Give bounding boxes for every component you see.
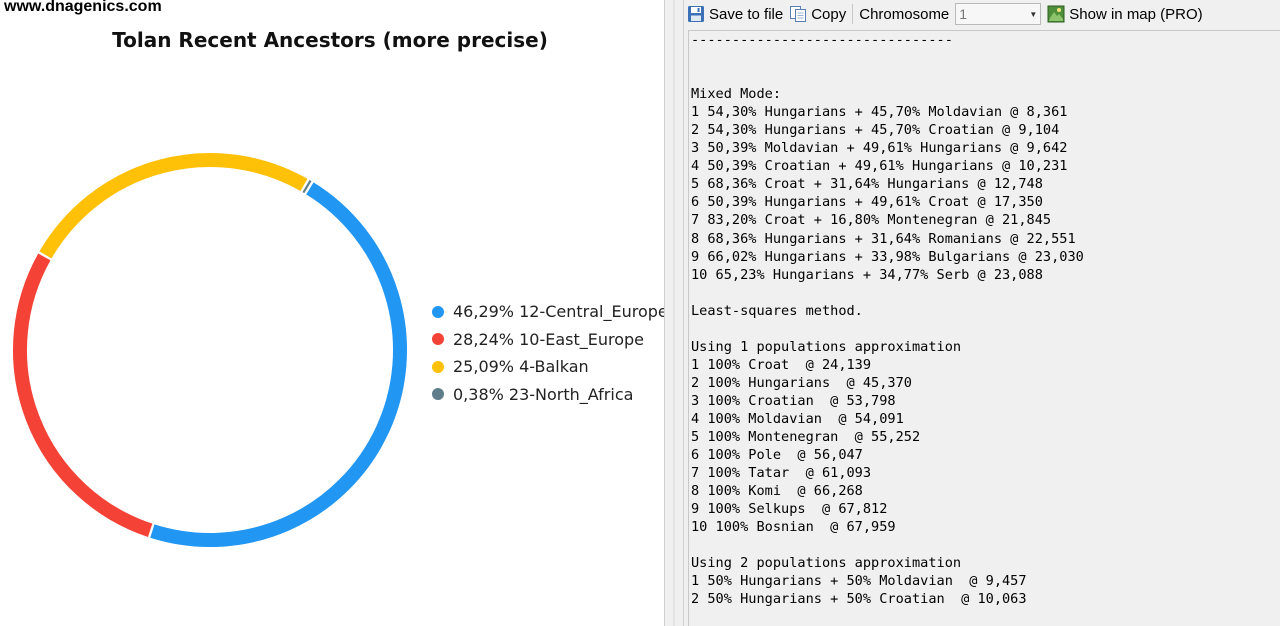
site-watermark: www.dnagenics.com [4, 0, 162, 15]
output-line: 7 100% Tatar @ 61,093 [691, 465, 872, 482]
output-line: -------------------------------- [691, 32, 953, 48]
legend-item[interactable]: 0,38% 23-North_Africa [432, 381, 664, 409]
save-to-file-button[interactable]: Save to file [684, 2, 786, 26]
donut-slice-4-balkan[interactable] [39, 153, 308, 259]
copy-button[interactable]: Copy [786, 2, 849, 26]
output-line: Using 2 populations approximation [691, 555, 962, 572]
chart-legend: 46,29% 12-Central_Europe 28,24% 10-East_E… [432, 298, 664, 408]
output-line: 2 54,30% Hungarians + 45,70% Croatian @ … [691, 122, 1060, 139]
legend-label: 25,09% 4-Balkan [453, 357, 589, 377]
splitter-handle[interactable] [664, 0, 684, 626]
results-output-text: -------------------------------- Mixed M… [689, 31, 1280, 609]
output-line: 10 100% Bosnian @ 67,959 [691, 519, 896, 536]
chart-title: Tolan Recent Ancestors (more precise) [112, 28, 548, 52]
show-in-map-label: Show in map (PRO) [1069, 5, 1203, 23]
map-icon [1047, 5, 1065, 23]
output-line: 2 100% Hungarians @ 45,370 [691, 374, 912, 391]
legend-label: 0,38% 23-North_Africa [453, 384, 634, 404]
output-line: 7 83,20% Croat + 16,80% Montenegran @ 21… [691, 212, 1052, 229]
chromosome-select-value: 1 [959, 6, 968, 22]
copy-label: Copy [811, 5, 847, 23]
output-line: 4 50,39% Croatian + 49,61% Hungarians @ … [691, 158, 1068, 175]
donut-slice-23-north-africa[interactable] [302, 179, 312, 194]
dropdown-arrow-icon: ▼ [1029, 9, 1038, 19]
chart-panel: www.dnagenics.com Tolan Recent Ancestors… [4, 0, 664, 547]
legend-item[interactable]: 46,29% 12-Central_Europe [432, 298, 664, 326]
output-line: 3 100% Croatian @ 53,798 [691, 392, 896, 409]
output-line: 8 68,36% Hungarians + 31,64% Romanians @… [691, 230, 1076, 247]
output-line: 9 66,02% Hungarians + 33,98% Bulgarians … [691, 248, 1084, 265]
toolbar: Save to file Copy Chromosome 1 ▼ Show [684, 0, 1280, 28]
output-line: 6 50,39% Hungarians + 49,61% Croat @ 17,… [691, 194, 1043, 211]
output-line: 5 68,36% Croat + 31,64% Hungarians @ 12,… [691, 176, 1043, 193]
output-line: 1 54,30% Hungarians + 45,70% Moldavian @… [691, 104, 1068, 121]
splitter-grip [673, 0, 675, 626]
show-in-map-button[interactable]: Show in map (PRO) [1044, 2, 1205, 26]
results-output-textbox[interactable]: -------------------------------- Mixed M… [688, 30, 1280, 626]
legend-dot-icon [432, 333, 444, 346]
results-panel: Save to file Copy Chromosome 1 ▼ Show [684, 0, 1280, 626]
output-line: 5 100% Montenegran @ 55,252 [691, 429, 921, 446]
copy-icon [790, 6, 807, 22]
output-line: 10 65,23% Hungarians + 34,77% Serb @ 23,… [691, 266, 1043, 283]
output-line: 6 100% Pole @ 56,047 [691, 447, 863, 464]
output-line: Least-squares method. [691, 302, 863, 319]
output-line: 2 50% Hungarians + 50% Croatian @ 10,063 [691, 591, 1027, 608]
donut-slice-10-east-europe[interactable] [13, 253, 153, 537]
output-line: 4 100% Moldavian @ 54,091 [691, 410, 904, 427]
output-line: 1 100% Croat @ 24,139 [691, 356, 872, 373]
chromosome-label: Chromosome [859, 5, 950, 23]
output-line: 9 100% Selkups @ 67,812 [691, 501, 888, 518]
output-line: 3 50,39% Moldavian + 49,61% Hungarians @… [691, 140, 1068, 157]
output-line: 8 100% Komi @ 66,268 [691, 483, 863, 500]
legend-item[interactable]: 25,09% 4-Balkan [432, 353, 664, 381]
toolbar-separator [852, 4, 854, 24]
legend-dot-icon [432, 388, 444, 401]
legend-item[interactable]: 28,24% 10-East_Europe [432, 326, 664, 354]
legend-label: 28,24% 10-East_Europe [453, 329, 645, 349]
chromosome-select[interactable]: 1 ▼ [955, 3, 1042, 25]
output-line: Using 1 populations approximation [691, 338, 962, 355]
donut-slice-12-central-europe[interactable] [150, 182, 407, 547]
save-to-file-label: Save to file [709, 5, 784, 23]
save-icon [688, 6, 704, 22]
legend-label: 46,29% 12-Central_Europe [453, 302, 664, 322]
output-line: Mixed Mode: [691, 86, 782, 103]
output-line: 1 50% Hungarians + 50% Moldavian @ 9,457 [691, 573, 1027, 590]
legend-dot-icon [432, 360, 444, 373]
donut-chart [13, 153, 407, 547]
legend-dot-icon [432, 305, 444, 318]
